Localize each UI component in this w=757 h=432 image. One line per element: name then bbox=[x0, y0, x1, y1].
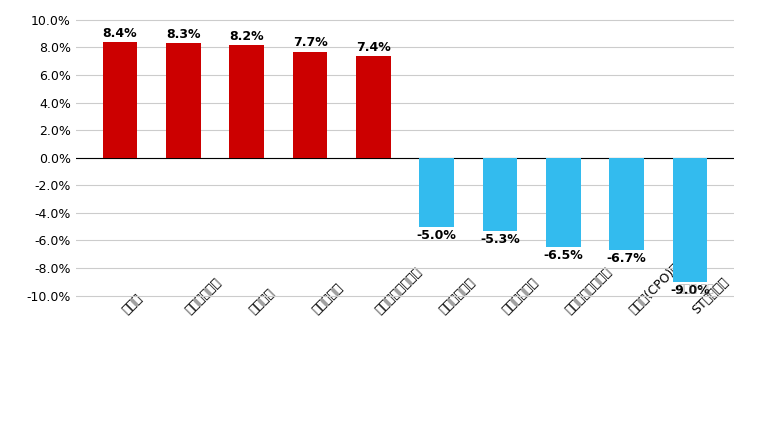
Text: -6.7%: -6.7% bbox=[607, 252, 646, 265]
Bar bbox=[356, 56, 391, 158]
Text: -6.5%: -6.5% bbox=[544, 249, 583, 262]
Text: 7.4%: 7.4% bbox=[356, 41, 391, 54]
Text: 公众号·散花: 公众号·散花 bbox=[678, 284, 715, 294]
Text: 8.4%: 8.4% bbox=[103, 27, 137, 40]
Text: -9.0%: -9.0% bbox=[670, 284, 710, 297]
Bar bbox=[419, 158, 454, 227]
Bar bbox=[293, 51, 328, 158]
Text: 8.3%: 8.3% bbox=[166, 28, 201, 41]
Text: -5.3%: -5.3% bbox=[480, 233, 520, 246]
Bar bbox=[672, 158, 707, 282]
Bar bbox=[166, 43, 201, 158]
Text: -5.0%: -5.0% bbox=[416, 229, 456, 241]
Bar bbox=[482, 158, 517, 231]
Bar bbox=[609, 158, 644, 250]
Bar bbox=[229, 44, 264, 158]
Text: 7.7%: 7.7% bbox=[293, 36, 327, 50]
Bar bbox=[103, 42, 138, 158]
Text: 8.2%: 8.2% bbox=[229, 30, 264, 43]
Bar bbox=[546, 158, 581, 247]
